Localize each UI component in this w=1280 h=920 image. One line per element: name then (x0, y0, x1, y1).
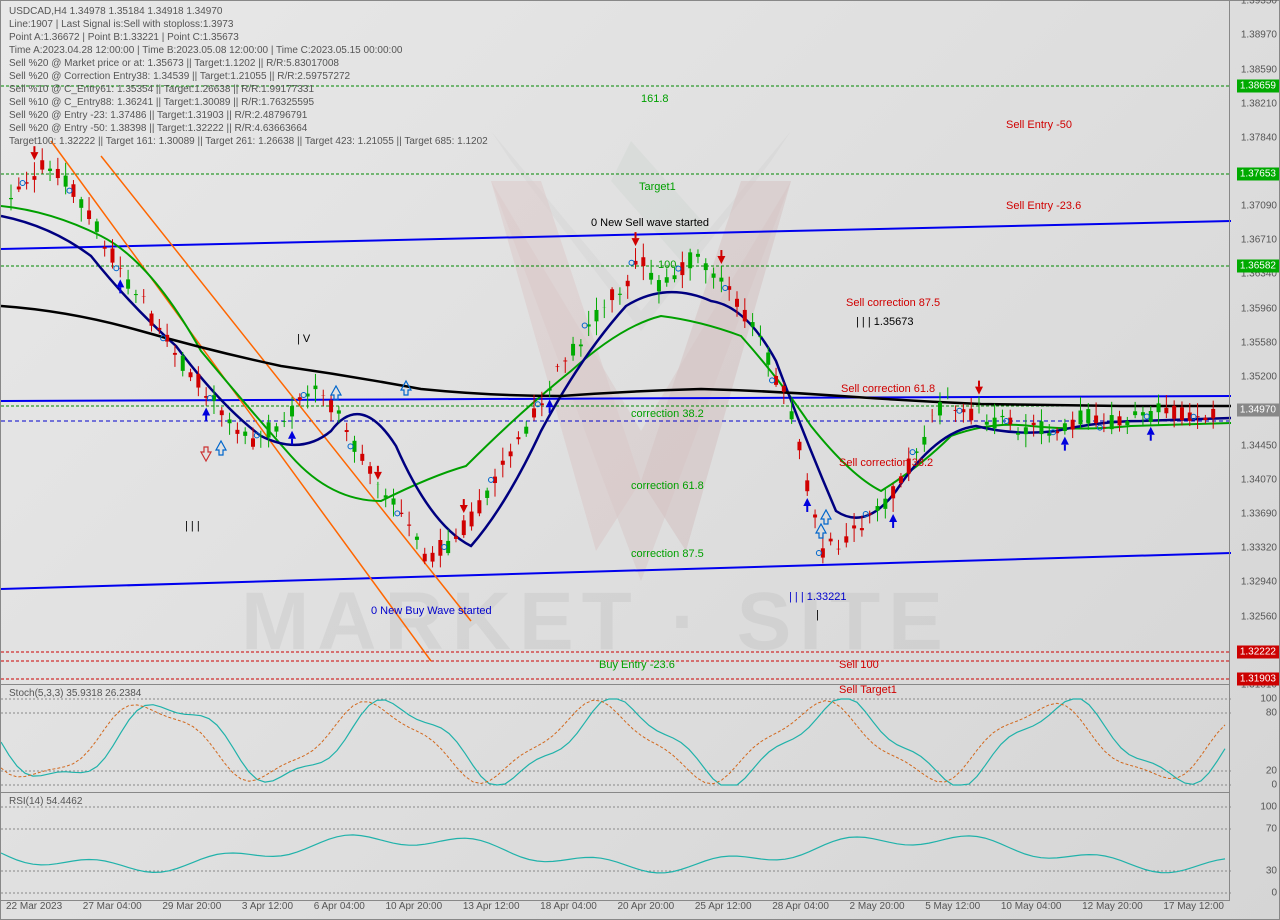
header-info-line: Time A:2023.04.28 12:00:00 | Time B:2023… (9, 44, 488, 57)
header-info-line: Target100: 1.32222 || Target 161: 1.3008… (9, 135, 488, 148)
header-info-line: Line:1907 | Last Signal is:Sell with sto… (9, 18, 488, 31)
price-tag: 1.32222 (1237, 646, 1279, 659)
chart-annotation: | (816, 609, 819, 621)
rsi-svg (1, 793, 1231, 901)
x-tick-label: 17 May 12:00 (1163, 901, 1224, 917)
x-tick-label: 13 Apr 12:00 (463, 901, 520, 917)
y-tick-label: 1.38590 (1241, 64, 1277, 75)
price-tag: 1.31903 (1237, 673, 1279, 686)
header-info-line: Sell %20 @ Correction Entry38: 1.34539 |… (9, 70, 488, 83)
chart-annotation: Sell correction 38.2 (839, 457, 933, 469)
header-info-line: Point A:1.36672 | Point B:1.33221 | Poin… (9, 31, 488, 44)
x-tick-label: 22 Mar 2023 (6, 901, 62, 917)
x-tick-label: 27 Mar 04:00 (83, 901, 142, 917)
x-tick-label: 10 May 04:00 (1001, 901, 1062, 917)
chart-annotation: Target1 (639, 181, 676, 193)
x-tick-label: 10 Apr 20:00 (385, 901, 442, 917)
header-info-line: Sell %10 @ C_Entry61: 1.35354 || Target:… (9, 83, 488, 96)
chart-annotation: 0 New Sell wave started (591, 217, 709, 229)
x-tick-label: 18 Apr 04:00 (540, 901, 597, 917)
y-tick-label: 1.39350 (1241, 0, 1277, 7)
x-tick-label: 29 Mar 20:00 (162, 901, 221, 917)
x-tick-label: 3 Apr 12:00 (242, 901, 293, 917)
chart-annotation: 161.8 (641, 93, 669, 105)
chart-annotation: | | | 1.35673 (856, 316, 914, 328)
x-tick-label: 20 Apr 20:00 (618, 901, 675, 917)
chart-annotation: | | | (185, 520, 200, 532)
y-tick-label: 1.32560 (1241, 611, 1277, 622)
price-tag: 1.37653 (1237, 168, 1279, 181)
y-tick-label: 1.32940 (1241, 577, 1277, 588)
x-axis-time: 22 Mar 2023 27 Mar 04:00 29 Mar 20:00 3 Apr… (1, 899, 1229, 919)
header-info-line: Sell %10 @ C_Entry88: 1.36241 || Target:… (9, 96, 488, 109)
chart-annotation: Sell correction 87.5 (846, 297, 940, 309)
x-tick-label: 5 May 12:00 (925, 901, 980, 917)
x-tick-label: 25 Apr 12:00 (695, 901, 752, 917)
y-tick-label: 1.35580 (1241, 338, 1277, 349)
y-tick-label: 1.33690 (1241, 509, 1277, 520)
x-tick-label: 6 Apr 04:00 (314, 901, 365, 917)
y-tick-label: 1.38970 (1241, 30, 1277, 41)
y-axis-price: 1.393501.389701.385901.382101.378401.374… (1229, 1, 1279, 685)
y-axis-rsi: 100 70 30 0 (1229, 793, 1279, 901)
header-info-line: Sell %20 @ Entry -23: 1.37486 || Target:… (9, 109, 488, 122)
y-tick-label: 1.33320 (1241, 543, 1277, 554)
x-tick-label: 2 May 20:00 (850, 901, 905, 917)
y-tick-label: 1.36710 (1241, 235, 1277, 246)
rsi-panel[interactable]: RSI(14) 54.4462 (1, 793, 1229, 901)
y-tick-label: 1.37840 (1241, 132, 1277, 143)
y-axis-stoch: 100 80 20 0 (1229, 685, 1279, 793)
stochastic-panel[interactable]: Stoch(5,3,3) 35.9318 26.2384 (1, 685, 1229, 793)
y-tick-label: 1.34070 (1241, 474, 1277, 485)
price-tag: 1.36582 (1237, 260, 1279, 273)
y-tick-label: 1.38210 (1241, 99, 1277, 110)
y-tick-label: 1.35960 (1241, 303, 1277, 314)
chart-annotation: correction 61.8 (631, 480, 704, 492)
price-tag: 1.34970 (1237, 404, 1279, 417)
y-tick-label: 1.35200 (1241, 372, 1277, 383)
chart-annotation: correction 38.2 (631, 408, 704, 420)
chart-annotation: correction 87.5 (631, 548, 704, 560)
x-tick-label: 12 May 20:00 (1082, 901, 1143, 917)
y-tick-label: 1.34450 (1241, 440, 1277, 451)
header-info-line: Sell %20 @ Entry -50: 1.38398 || Target:… (9, 122, 488, 135)
chart-container: MARKET · SITE USDCAD,H4 1.34978 1.35184 … (0, 0, 1280, 920)
chart-annotation: Sell correction 61.8 (841, 383, 935, 395)
stoch-svg (1, 685, 1231, 793)
chart-annotation: | V (297, 333, 310, 345)
y-tick-label: 1.37090 (1241, 201, 1277, 212)
chart-annotation: | | | 1.33221 (789, 591, 847, 603)
header-info-line: Sell %20 @ Market price or at: 1.35673 |… (9, 57, 488, 70)
chart-annotation: 0 New Buy Wave started (371, 605, 492, 617)
price-tag: 1.38659 (1237, 80, 1279, 93)
chart-annotation: Sell Entry -23.6 (1006, 200, 1081, 212)
x-tick-label: 28 Apr 04:00 (772, 901, 829, 917)
chart-annotation: Buy Entry -23.6 (599, 659, 675, 671)
chart-title: USDCAD,H4 1.34978 1.35184 1.34918 1.3497… (9, 5, 488, 18)
chart-annotation: 100 (658, 259, 676, 271)
chart-annotation: Sell Entry -50 (1006, 119, 1072, 131)
chart-header-info: USDCAD,H4 1.34978 1.35184 1.34918 1.3497… (9, 5, 488, 148)
chart-annotation: Sell 100 (839, 659, 879, 671)
